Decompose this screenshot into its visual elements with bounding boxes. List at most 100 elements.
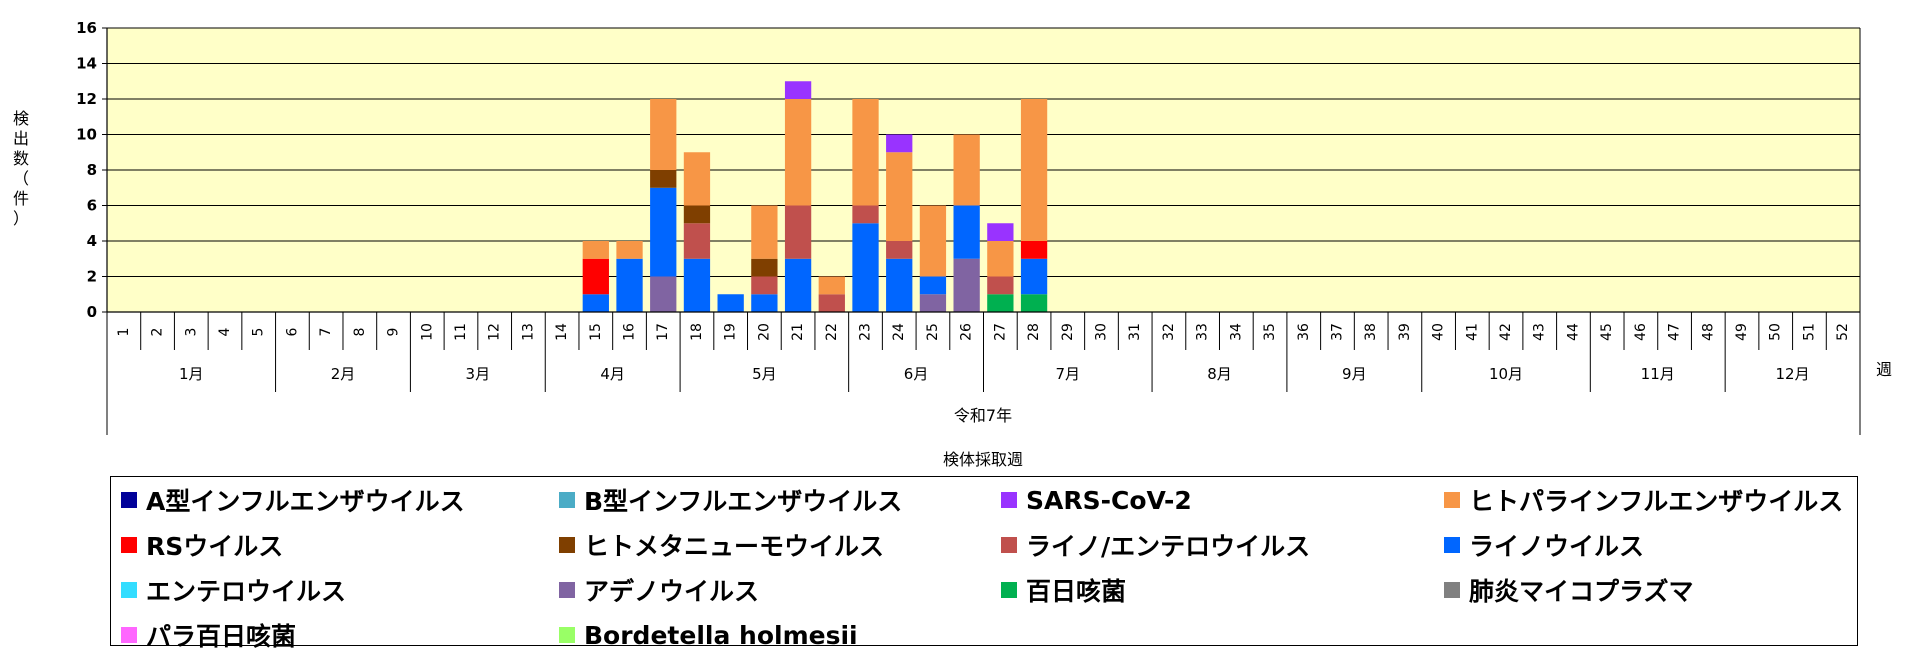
legend-item: ライノ/エンテロウイルス xyxy=(1001,525,1310,565)
bar-segment xyxy=(886,152,913,241)
bar-segment xyxy=(919,294,947,312)
month-label: 7月 xyxy=(1056,365,1081,383)
week-label: 29 xyxy=(1060,323,1076,341)
week-label: 36 xyxy=(1296,323,1312,341)
bar-segment xyxy=(751,294,778,312)
y-tick-label: 12 xyxy=(76,90,97,108)
week-label: 25 xyxy=(925,323,941,341)
legend: A型インフルエンザウイルス B型インフルエンザウイルス SARS-CoV-2 ヒトパラ… xyxy=(110,476,1858,651)
legend-label: 肺炎マイコプラズマ xyxy=(1469,577,1694,606)
month-label: 10月 xyxy=(1489,365,1523,383)
legend-label: 百日咳菌 xyxy=(1026,577,1127,606)
bar-segment xyxy=(784,258,812,312)
week-label: 44 xyxy=(1565,323,1581,341)
bar-segment xyxy=(987,294,1014,312)
legend-label: アデノウイルス xyxy=(584,577,760,606)
week-label: 2 xyxy=(150,328,166,337)
legend-item: RSウイルス xyxy=(121,525,283,565)
bar-segment xyxy=(616,241,643,259)
y-axis-label: 検出数（件） xyxy=(13,109,29,228)
legend-item: Bordetella holmesii xyxy=(559,615,858,655)
legend-item: エンテロウイルス xyxy=(121,570,346,610)
bar-segment xyxy=(919,205,947,277)
bar-segment xyxy=(886,258,913,312)
bar-segment xyxy=(616,258,643,312)
week-label: 6 xyxy=(284,327,300,336)
bar-segment xyxy=(953,258,980,312)
bar-segment xyxy=(582,294,609,312)
week-label: 11 xyxy=(453,323,469,341)
week-label: 51 xyxy=(1801,323,1817,341)
week-label: 49 xyxy=(1734,323,1750,341)
week-label: 40 xyxy=(1431,323,1447,341)
y-tick-label: 6 xyxy=(87,197,97,215)
bar-segment xyxy=(953,205,980,259)
legend-label: ライノ/エンテロウイルス xyxy=(1026,532,1311,561)
week-label: 43 xyxy=(1532,323,1548,341)
bar-segment xyxy=(683,223,711,259)
week-label: 7 xyxy=(318,328,334,337)
month-label: 6月 xyxy=(904,365,929,383)
legend-swatch xyxy=(559,537,575,553)
week-label: 32 xyxy=(1161,323,1177,341)
week-label: 23 xyxy=(858,323,874,341)
legend-label: エンテロウイルス xyxy=(146,577,347,606)
legend-item: B型インフルエンザウイルス xyxy=(559,480,902,520)
legend-swatch xyxy=(1001,537,1017,553)
month-label: 2月 xyxy=(331,365,356,383)
legend-item: ヒトパラインフルエンザウイルス xyxy=(1444,480,1843,520)
legend-label: RSウイルス xyxy=(146,532,284,561)
bar-segment xyxy=(987,276,1014,295)
y-tick-label: 10 xyxy=(76,126,97,144)
legend-swatch xyxy=(121,537,137,553)
week-label: 37 xyxy=(1329,323,1345,341)
bar-segment xyxy=(852,99,879,206)
week-label: 20 xyxy=(756,323,772,341)
legend-swatch xyxy=(1444,537,1460,553)
month-label: 8月 xyxy=(1207,365,1232,383)
bar-segment xyxy=(818,276,845,295)
legend-item: SARS-CoV-2 xyxy=(1001,480,1192,520)
legend-item: A型インフルエンザウイルス xyxy=(121,480,465,520)
bar-segment xyxy=(683,152,711,206)
legend-swatch xyxy=(121,582,137,598)
legend-swatch xyxy=(121,627,137,643)
y-tick-label: 16 xyxy=(76,19,97,37)
week-label: 1 xyxy=(116,328,132,337)
week-label: 30 xyxy=(1093,323,1109,341)
week-label: 39 xyxy=(1397,323,1413,341)
bar-segment xyxy=(1020,99,1048,241)
week-label: 26 xyxy=(959,323,975,341)
legend-swatch xyxy=(559,492,575,508)
x-axis-categories: 1 2 3 4 5 6 7 8 9 10 11 12 13 14 15 16 17 18 19 20 21 22 23 24 2… xyxy=(106,312,1861,435)
week-label: 9 xyxy=(386,328,402,337)
legend-label: Bordetella holmesii xyxy=(584,620,858,650)
week-label: 19 xyxy=(723,323,739,341)
legend-item: ヒトメタニューモウイルス xyxy=(559,525,884,565)
legend-swatch xyxy=(1444,582,1460,598)
week-label: 50 xyxy=(1768,323,1784,341)
legend-item: 肺炎マイコプラズマ xyxy=(1444,570,1694,610)
week-label: 38 xyxy=(1363,323,1379,341)
bar-segment xyxy=(717,294,744,312)
week-label: 12 xyxy=(487,323,503,341)
week-label: 24 xyxy=(891,323,907,341)
week-label: 15 xyxy=(588,323,604,341)
bar-segment xyxy=(751,276,778,295)
bar-segment xyxy=(919,276,947,295)
legend-swatch xyxy=(1444,492,1460,508)
legend-label: A型インフルエンザウイルス xyxy=(146,487,465,516)
week-label: 42 xyxy=(1498,323,1514,341)
bar-segment xyxy=(784,99,812,206)
legend-swatch xyxy=(1001,492,1017,508)
year-label: 令和7年 xyxy=(954,406,1012,425)
legend-swatch xyxy=(1001,582,1017,598)
week-label: 17 xyxy=(655,323,671,341)
legend-label: ヒトメタニューモウイルス xyxy=(584,532,885,561)
week-label: 28 xyxy=(1026,323,1042,341)
y-tick-label: 0 xyxy=(87,303,97,321)
bar-segment xyxy=(886,241,913,259)
bar-segment xyxy=(852,205,879,224)
bar-segment xyxy=(650,99,677,170)
week-label: 3 xyxy=(183,328,199,337)
